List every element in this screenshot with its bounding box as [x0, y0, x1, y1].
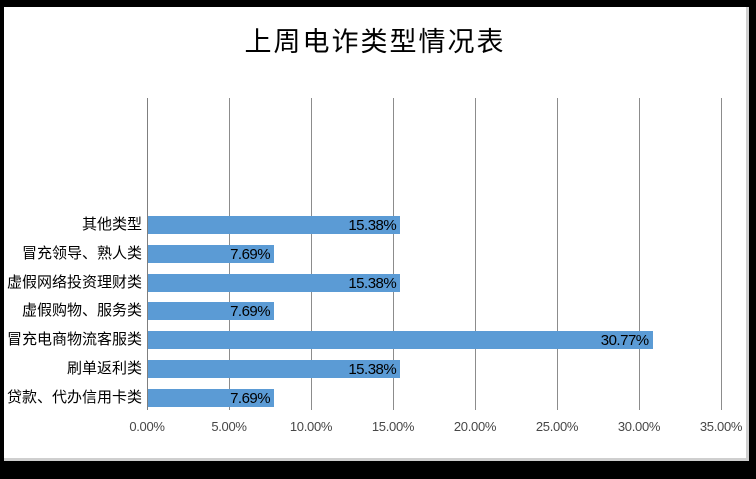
bar: 15.38%: [148, 274, 401, 292]
x-tick-label: 35.00%: [699, 419, 743, 434]
category-axis-line: [147, 98, 148, 410]
bar: 15.38%: [148, 360, 401, 378]
chart-canvas: 上周电诈类型情况表 15.38% 7.69% 15.38% 7.69% 30.77% 15…: [4, 7, 749, 461]
gridline: [721, 98, 722, 410]
x-tick-label: 20.00%: [453, 419, 497, 434]
x-tick-label: 30.00%: [617, 419, 661, 434]
category-label: 冒充领导、熟人类: [21, 246, 142, 262]
bar-data-label: 15.38%: [348, 360, 397, 378]
bar-data-label: 7.69%: [230, 389, 271, 407]
bar: 30.77%: [148, 331, 653, 349]
bar: 7.69%: [148, 245, 275, 263]
x-tick-label: 5.00%: [211, 419, 247, 434]
gridline: [311, 98, 312, 410]
bar-data-label: 7.69%: [230, 245, 271, 263]
category-label: 贷款、代办信用卡类: [6, 390, 142, 406]
gridline: [393, 98, 394, 410]
category-label: 虚假购物、服务类: [21, 303, 142, 319]
category-label: 其他类型: [81, 217, 142, 233]
bar: 7.69%: [148, 302, 275, 320]
bar: 7.69%: [148, 389, 275, 407]
plot-area: 15.38% 7.69% 15.38% 7.69% 30.77% 15.38% 7.69%: [147, 98, 722, 410]
category-label: 冒充电商物流客服类: [6, 332, 142, 348]
bar-data-label: 15.38%: [348, 216, 397, 234]
gridline: [639, 98, 640, 410]
bar-data-label: 7.69%: [230, 302, 271, 320]
bar-data-label: 15.38%: [348, 274, 397, 292]
gridline: [475, 98, 476, 410]
x-tick-label: 15.00%: [371, 419, 415, 434]
x-tick-label: 25.00%: [535, 419, 579, 434]
gridline: [557, 98, 558, 410]
category-label: 刷单返利类: [66, 361, 142, 377]
x-tick-label: 10.00%: [289, 419, 333, 434]
chart-title: 上周电诈类型情况表: [244, 27, 506, 57]
bar-data-label: 30.77%: [600, 331, 649, 349]
bar: 15.38%: [148, 216, 401, 234]
category-label: 虚假网络投资理财类: [6, 275, 142, 291]
x-tick-label: 0.00%: [129, 419, 165, 434]
